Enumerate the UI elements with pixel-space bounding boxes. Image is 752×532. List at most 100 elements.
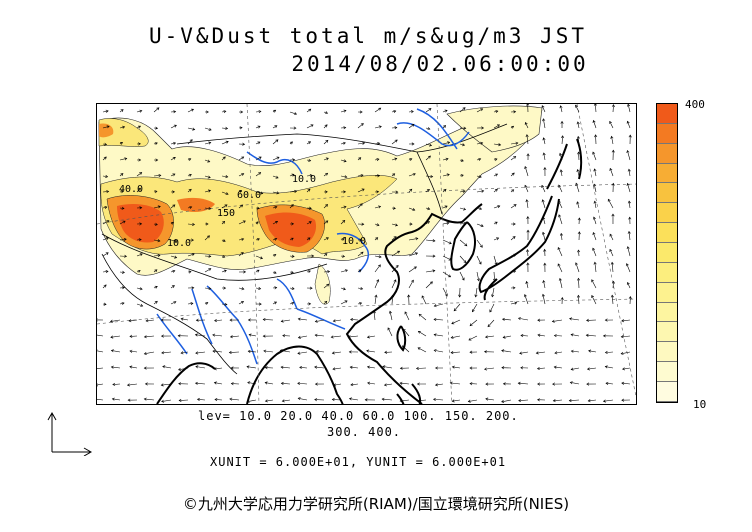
wind-vector xyxy=(374,279,379,289)
wind-vector-head xyxy=(120,109,124,112)
wind-vector xyxy=(442,205,448,209)
wind-vector xyxy=(391,110,396,113)
wind-vector-head xyxy=(307,188,311,192)
wind-vector xyxy=(408,124,415,129)
wind-vector-head xyxy=(628,296,632,299)
wind-vector xyxy=(408,111,414,113)
color-scale-step xyxy=(657,163,677,184)
wind-vector xyxy=(357,251,364,257)
wind-vector-head xyxy=(409,158,413,161)
wind-vector xyxy=(332,399,342,401)
wind-vector-head xyxy=(325,157,329,161)
wind-vector-head xyxy=(570,349,574,353)
wind-vector-head xyxy=(241,301,245,304)
wind-vector-head xyxy=(393,279,397,283)
wind-vector xyxy=(374,223,380,226)
wind-vector-head xyxy=(621,398,625,402)
wind-vector-head xyxy=(256,206,260,210)
wind-vector xyxy=(349,398,359,401)
wind-vector-head xyxy=(291,222,295,226)
wind-vector-head xyxy=(377,142,381,146)
wind-vector xyxy=(558,200,563,209)
wind-vector-head xyxy=(394,139,398,143)
wind-vector xyxy=(510,302,517,305)
wind-vector xyxy=(542,232,546,241)
wind-vector-head xyxy=(494,221,498,225)
wind-vector xyxy=(442,158,449,161)
wind-vector-head xyxy=(592,151,596,155)
wind-vector-head xyxy=(501,399,505,403)
wind-vector-head xyxy=(240,252,244,255)
wind-vector xyxy=(560,105,563,113)
wind-vector-head xyxy=(443,125,447,128)
wind-vector xyxy=(627,121,631,129)
wind-vector xyxy=(557,263,563,273)
wind-vector-head xyxy=(622,367,626,371)
wind-vector xyxy=(621,335,631,338)
wind-vector-head xyxy=(480,224,484,228)
wind-vector-head xyxy=(263,349,267,353)
wind-vector-head xyxy=(414,252,419,256)
wind-vector xyxy=(102,220,110,225)
wind-vector xyxy=(248,350,257,353)
wind-vector-head xyxy=(366,335,370,339)
wind-vector xyxy=(434,334,444,337)
wind-vector-head xyxy=(494,188,498,192)
wind-vector-head xyxy=(463,126,467,130)
wind-vector-head xyxy=(621,319,625,323)
wind-vector-head xyxy=(492,278,497,282)
wind-vector-head xyxy=(620,351,624,355)
wind-vector-head xyxy=(155,126,159,130)
wind-vector-head xyxy=(208,206,212,211)
wind-vector xyxy=(577,121,580,129)
wind-vector xyxy=(518,317,529,321)
wind-vector-head xyxy=(620,335,624,339)
wind-vector xyxy=(112,383,121,385)
wind-vector-head xyxy=(172,269,176,273)
wind-vector-head xyxy=(513,156,517,159)
wind-vector xyxy=(510,156,516,161)
wind-vector-head xyxy=(281,399,285,403)
wind-vector-head xyxy=(330,335,334,339)
wind-vector-head xyxy=(526,249,530,253)
wind-vector-head xyxy=(593,104,597,106)
wind-vector xyxy=(136,253,143,257)
wind-vector xyxy=(214,319,223,322)
wind-vector-head xyxy=(264,381,268,385)
wind-vector-head xyxy=(576,277,581,281)
wind-vector-head xyxy=(106,220,110,223)
wind-vector-head xyxy=(513,204,517,207)
wind-vector-head xyxy=(258,156,262,160)
wind-vector-head xyxy=(542,118,546,122)
wind-vector-head xyxy=(587,399,591,403)
wind-vector-head xyxy=(137,125,142,129)
map-canvas: 40.0 10.0 60.0 150 10.0 10.0 xyxy=(97,104,636,404)
wind-vector-head xyxy=(259,256,264,260)
wind-vector-head xyxy=(460,158,464,162)
wind-vector-head xyxy=(194,381,198,385)
wind-vector-head xyxy=(174,239,178,243)
wind-vector-head xyxy=(485,397,489,401)
color-scale-step xyxy=(657,203,677,224)
wind-vector xyxy=(340,206,347,209)
coastline-taiwan xyxy=(396,325,407,352)
wind-vector-head xyxy=(174,255,178,259)
wind-vector-head xyxy=(208,286,212,291)
wind-vector-head xyxy=(139,222,143,226)
wind-vector-head xyxy=(310,124,314,128)
wind-vector-head xyxy=(611,213,615,217)
wind-vector xyxy=(306,108,311,113)
wind-vector-head xyxy=(241,237,245,241)
wind-vector-head xyxy=(448,241,452,245)
wind-vector-head xyxy=(178,398,182,402)
wind-vector-head xyxy=(536,366,540,371)
color-scale-step xyxy=(657,223,677,244)
wind-vector xyxy=(265,382,274,385)
wind-vector xyxy=(552,319,563,322)
wind-vector xyxy=(332,367,342,370)
wind-vector-head xyxy=(112,382,116,386)
wind-vector xyxy=(621,351,631,355)
wind-vector-head xyxy=(111,397,115,401)
wind-vector-head xyxy=(274,286,278,290)
wind-vector xyxy=(97,367,104,369)
